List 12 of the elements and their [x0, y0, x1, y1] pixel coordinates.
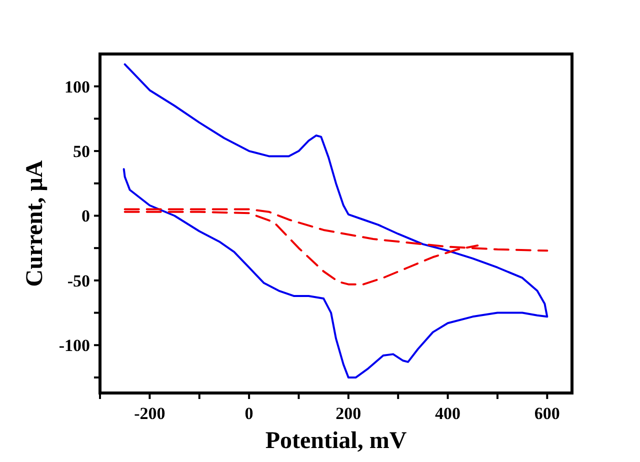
x-tick-label: 400 [435, 404, 461, 423]
y-axis-title: Current, μA [22, 160, 48, 287]
x-tick-label: -200 [134, 404, 166, 423]
x-tick-label: 0 [244, 404, 254, 423]
x-tick-label: 200 [336, 404, 362, 423]
x-tick-label: 600 [534, 404, 560, 423]
y-tick-label: -50 [67, 271, 90, 290]
y-tick-label: 0 [82, 206, 90, 226]
x-axis-title: Potential, mV [265, 428, 408, 454]
y-tick-label: 50 [73, 142, 90, 161]
y-tick-label: 100 [64, 77, 90, 96]
y-tick-label: -100 [58, 336, 90, 356]
